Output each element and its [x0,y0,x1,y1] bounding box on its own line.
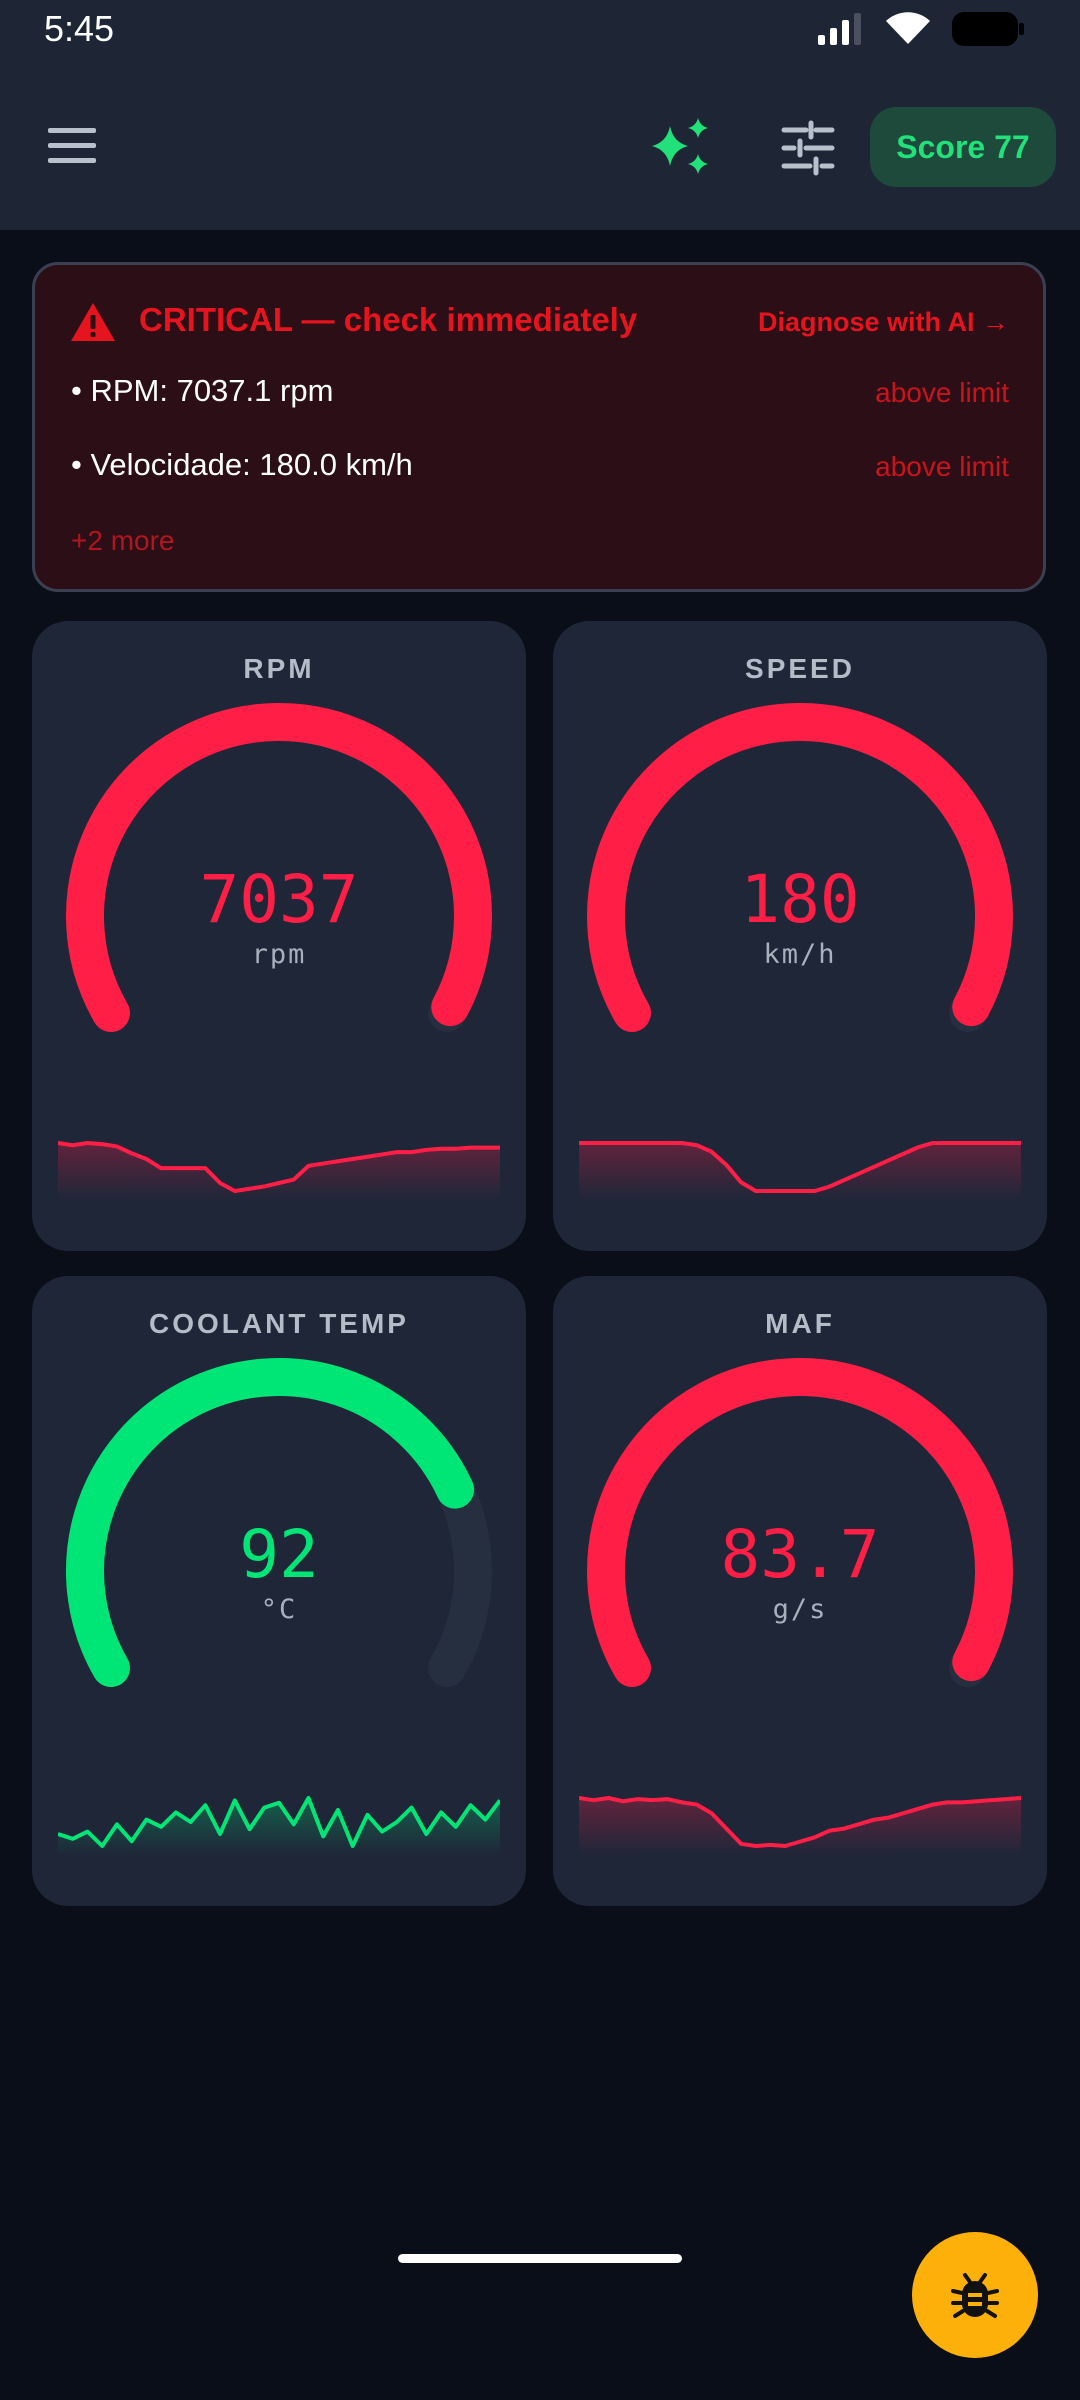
debug-fab-button[interactable] [912,2232,1038,2358]
gauge-value: 92 [239,1516,319,1593]
gauge-value: 180 [740,861,860,938]
critical-alert-banner: CRITICAL — check immediately Diagnose wi… [32,262,1046,592]
home-indicator [398,2254,682,2263]
gauge-title: COOLANT TEMP [149,1308,409,1339]
sparkline-line [579,1141,1021,1193]
gauge-title: RPM [243,653,315,684]
gauge-dial [587,703,1013,1032]
gauge-unit: rpm [251,939,307,970]
gauge-card-maf[interactable]: MAF 83.7 g/s [553,1276,1047,1906]
sparkline [579,1796,1021,1856]
sparkline [58,1796,500,1856]
alert-item-rpm-note: above limit [875,377,1009,408]
gauge-unit: km/h [763,939,837,970]
bug-icon [951,2273,999,2318]
status-icons [818,12,1024,46]
status-bar: 5:45 [0,0,1080,60]
sparkline-line [58,1796,500,1848]
warning-icon [71,303,115,341]
gauge-value: 83.7 [720,1516,880,1593]
gauge-dial [587,1358,1013,1687]
sparkline-area [58,1798,500,1856]
alert-item-speed: • Velocidade: 180.0 km/h [71,447,413,482]
gauge-card-coolant-temp[interactable]: COOLANT TEMP 92 °C [32,1276,526,1906]
gauge-dial [66,1358,492,1687]
alert-more-link[interactable]: +2 more [71,525,175,556]
gauge-fill [587,703,1013,1032]
alert-item-speed-note: above limit [875,451,1009,482]
gauge-unit: °C [260,1594,298,1625]
alert-title: CRITICAL — check immediately [139,301,638,338]
gauge-card-speed[interactable]: SPEED 180 km/h [553,621,1047,1251]
battery-icon [952,12,1024,46]
wifi-icon [886,12,930,45]
sparkline-area [58,1143,500,1201]
menu-icon[interactable] [48,126,100,166]
status-time: 5:45 [44,8,115,49]
app-bar: Score 77 [0,60,1080,230]
cellular-signal-icon [818,13,861,45]
gauge-value: 7037 [199,861,359,938]
sparkline-area [579,1798,1021,1856]
sparkline [58,1141,500,1201]
gauge-fill [66,1358,475,1687]
diagnose-with-ai-link[interactable]: Diagnose with AI → [757,307,1009,337]
gauge-fill [587,1358,1013,1687]
sparkline-area [579,1143,1021,1201]
gauge-title: MAF [765,1308,835,1339]
sparkline-line [58,1141,500,1193]
ai-sparkles-icon[interactable] [648,116,716,180]
gauge-dial [66,703,492,1032]
sparkline-line [579,1796,1021,1848]
alert-item-rpm: • RPM: 7037.1 rpm [71,373,334,408]
sparkline [579,1141,1021,1201]
gauge-fill [66,703,492,1032]
gauge-unit: g/s [772,1594,828,1625]
gauge-title: SPEED [745,653,855,684]
score-badge[interactable]: Score 77 [870,107,1056,187]
tune-icon[interactable] [780,120,836,176]
gauge-card-rpm[interactable]: RPM 7037 rpm [32,621,526,1251]
